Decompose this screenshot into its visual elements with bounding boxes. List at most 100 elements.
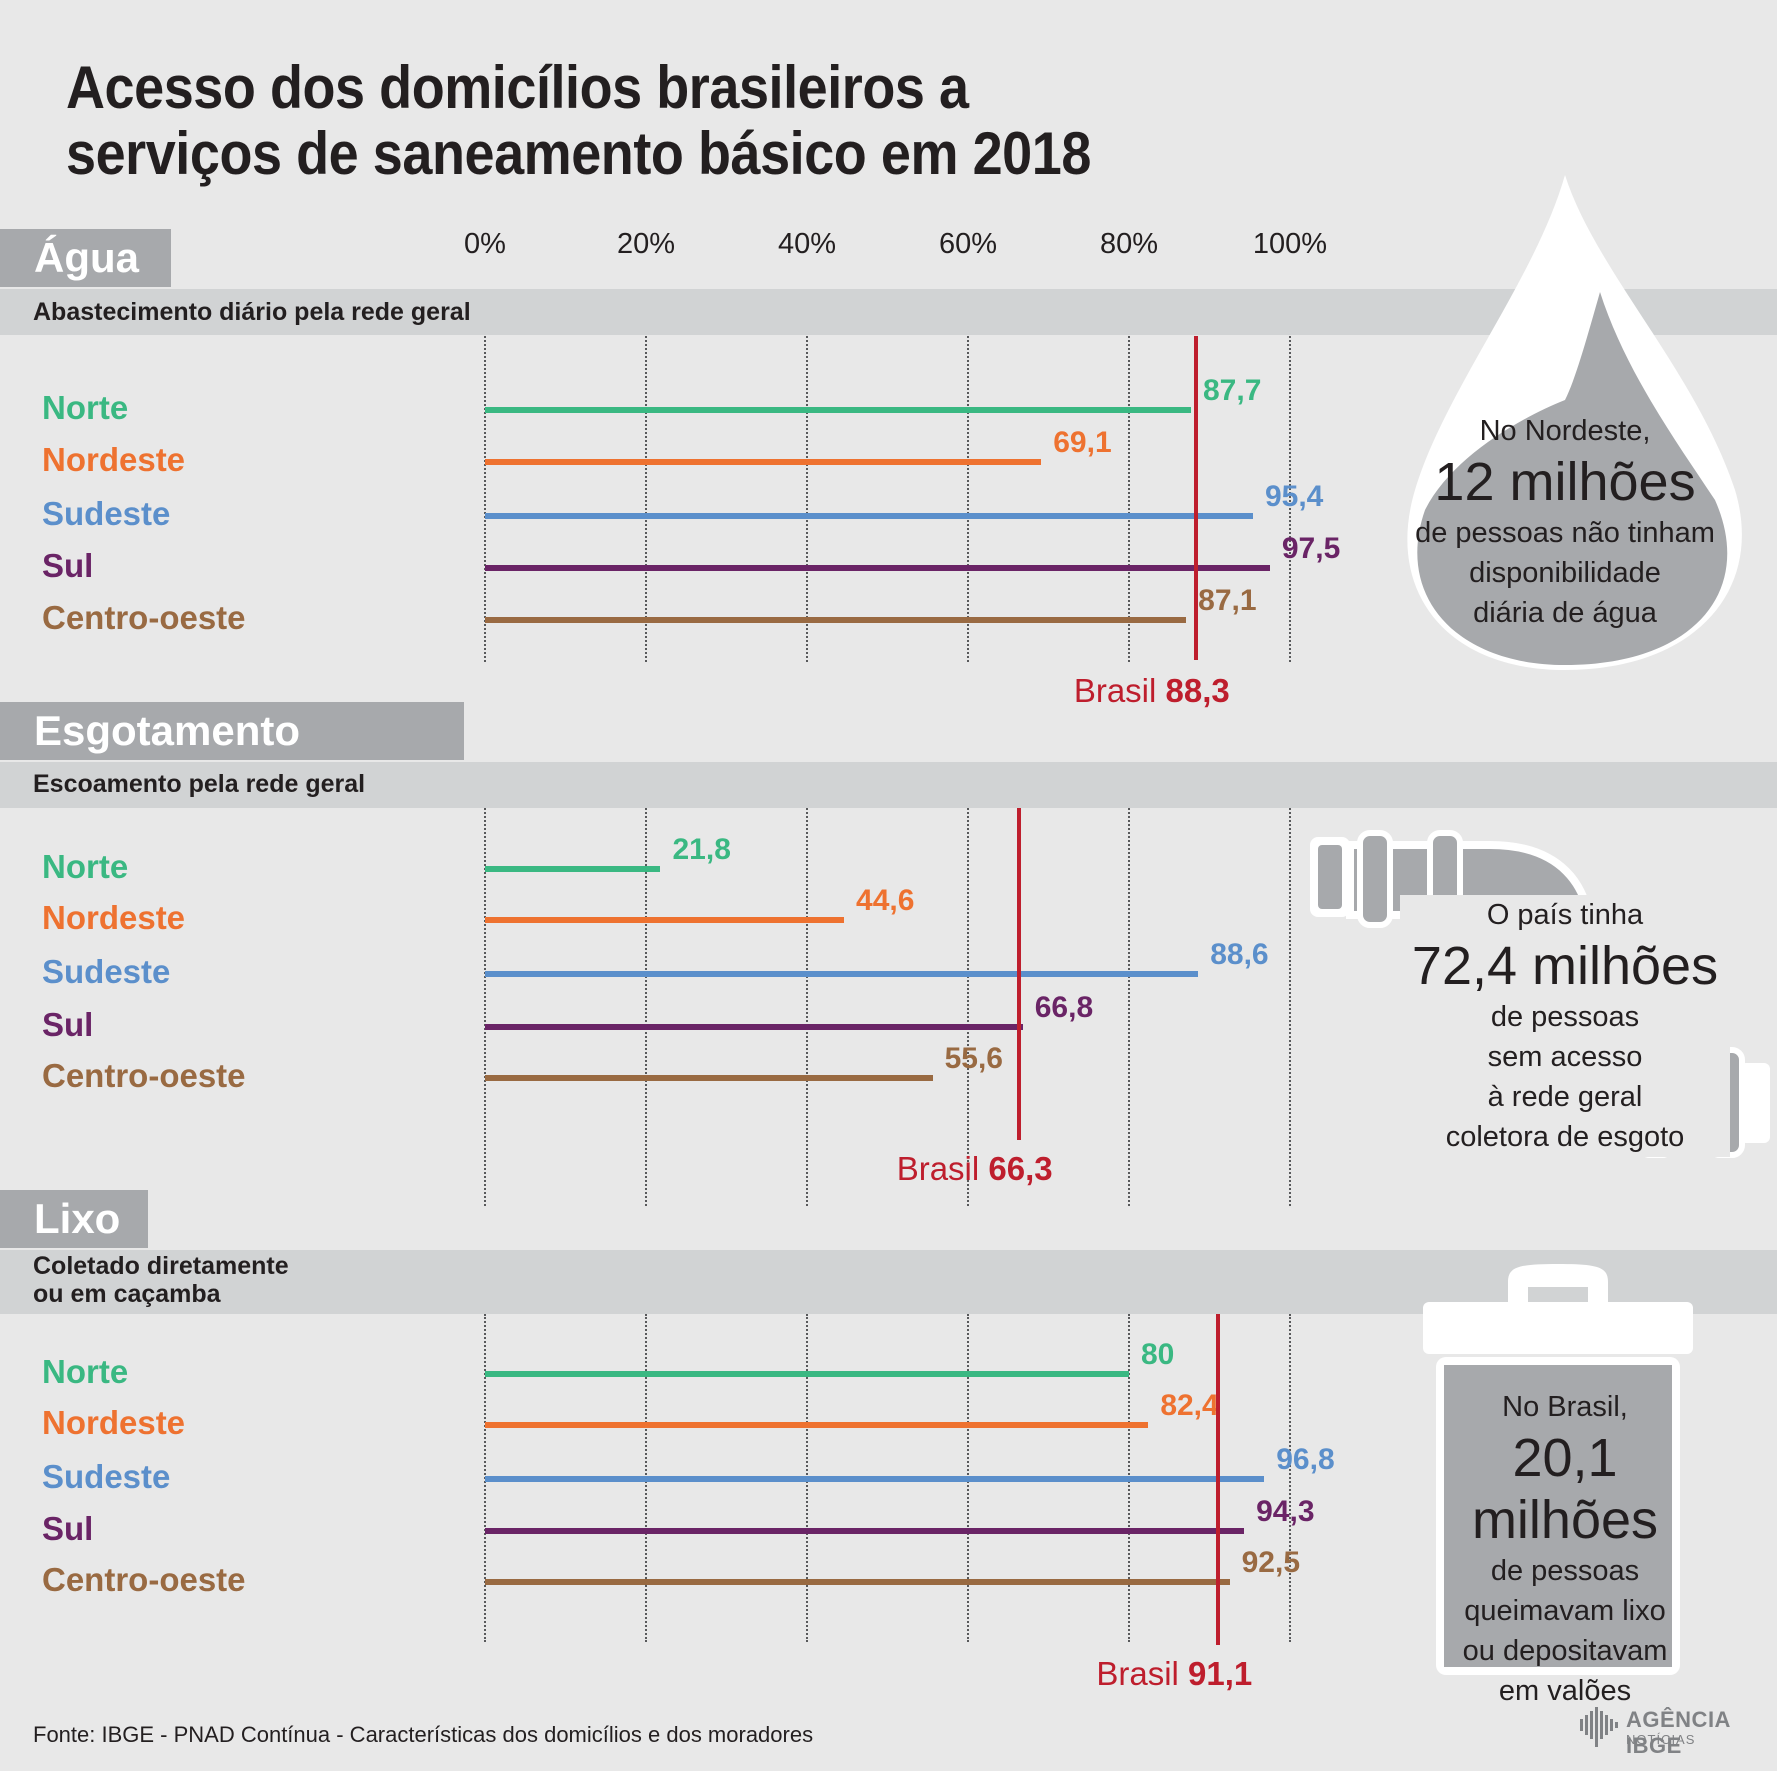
value-label-sul: 66,8	[1034, 991, 1094, 1024]
brasil-reference-line	[1016, 808, 1021, 1140]
logo-text-main: AGÊNCIA IBGE	[1626, 1707, 1731, 1758]
info-agua-line3: disponibilidade	[1469, 557, 1661, 589]
page-title: Acesso dos domicílios brasileiros a serv…	[66, 54, 1091, 187]
gridline	[967, 336, 969, 662]
subtitle-lixo-line1: Coletado diretamente	[33, 1252, 289, 1280]
info-lixo: No Brasil, 20,1 milhões de pessoas queim…	[1420, 1387, 1710, 1711]
subtitle-band-esgoto	[0, 762, 1777, 808]
brasil-value: 88,3	[1165, 672, 1230, 709]
info-agua-line2: de pessoas não tinham	[1415, 517, 1715, 549]
bar-centro-oeste	[485, 617, 1187, 623]
brasil-word: Brasil	[1096, 1655, 1189, 1692]
info-esgoto: O país tinha 72,4 milhões de pessoas sem…	[1400, 895, 1730, 1157]
axis-tick-label: 100%	[1252, 228, 1328, 260]
value-label-norte: 80	[1141, 1338, 1175, 1371]
info-lixo-line2: de pessoas	[1490, 1555, 1640, 1587]
value-label-sul: 94,3	[1256, 1495, 1315, 1528]
bar-sul	[485, 565, 1270, 571]
bar-centro-oeste	[485, 1579, 1230, 1585]
subtitle-lixo-line2: ou em caçamba	[33, 1280, 221, 1308]
gridline	[1289, 336, 1291, 662]
section-tab-esgoto: Esgotamento sanitário	[0, 702, 464, 812]
brasil-value: 91,1	[1188, 1655, 1253, 1692]
info-lixo-big: 20,1 milhões	[1471, 1428, 1659, 1550]
info-agua-line4: diária de água	[1473, 597, 1657, 629]
region-label-centro-oeste: Centro-oeste	[42, 1561, 246, 1598]
info-lixo-line3: queimavam lixo	[1464, 1595, 1666, 1627]
bar-norte	[485, 1371, 1129, 1377]
info-esgoto-big: 72,4 milhões	[1411, 936, 1719, 996]
brasil-reference-label: Brasil 91,1	[1096, 1655, 1252, 1693]
region-label-centro-oeste: Centro-oeste	[42, 1057, 246, 1094]
info-esgoto-line3: sem acesso	[1487, 1041, 1643, 1073]
info-agua-big: 12 milhões	[1434, 452, 1696, 512]
bar-norte	[485, 407, 1191, 413]
gridline	[806, 808, 808, 1206]
gridline	[1128, 336, 1130, 662]
bar-sudeste	[485, 513, 1253, 519]
ibge-logo-icon	[1580, 1707, 1618, 1747]
value-label-sudeste: 95,4	[1264, 480, 1324, 513]
gridline	[806, 336, 808, 662]
region-label-norte: Norte	[42, 848, 129, 885]
bar-nordeste	[485, 459, 1042, 465]
bar-centro-oeste	[485, 1075, 933, 1081]
region-label-norte: Norte	[42, 1353, 129, 1390]
info-agua-line1: No Nordeste,	[1479, 415, 1651, 447]
brasil-reference-label: Brasil 88,3	[1074, 672, 1230, 710]
value-label-centro-oeste: 92,5	[1241, 1546, 1301, 1579]
gridline	[484, 808, 486, 1206]
gridline	[1289, 808, 1291, 1206]
value-label-nordeste: 44,6	[856, 884, 915, 917]
bar-sudeste	[485, 971, 1199, 977]
axis-tick-label: 20%	[616, 228, 676, 260]
gridline	[645, 808, 647, 1206]
value-label-norte: 21,8	[672, 833, 731, 866]
region-label-sul: Sul	[42, 1510, 94, 1547]
section-tab-agua: Água	[0, 229, 171, 287]
brasil-reference-line	[1193, 336, 1198, 660]
value-label-sul: 97,5	[1281, 532, 1341, 565]
region-label-sul: Sul	[42, 1006, 94, 1043]
value-label-sudeste: 88,6	[1210, 938, 1269, 971]
bar-sul	[485, 1024, 1023, 1030]
value-label-nordeste: 82,4	[1160, 1389, 1219, 1422]
info-lixo-line5: em valões	[1498, 1675, 1632, 1707]
bar-sul	[485, 1528, 1245, 1534]
info-esgoto-line5: coletora de esgoto	[1445, 1121, 1685, 1153]
region-label-sudeste: Sudeste	[42, 495, 171, 532]
agencia-ibge-logo: AGÊNCIA IBGE NOTÍCIAS	[1580, 1705, 1770, 1758]
bar-sudeste	[485, 1476, 1265, 1482]
logo-text-sub: NOTÍCIAS	[1626, 1732, 1696, 1747]
region-label-nordeste: Nordeste	[42, 1404, 186, 1441]
brasil-reference-line	[1216, 1314, 1221, 1645]
info-agua: No Nordeste, 12 milhões de pessoas não t…	[1400, 411, 1730, 633]
subtitle-agua: Abastecimento diário pela rede geral	[33, 298, 471, 326]
axis-tick-label: 60%	[938, 228, 998, 260]
axis-tick-label: 40%	[777, 228, 837, 260]
value-label-nordeste: 69,1	[1053, 426, 1112, 459]
gridline	[1289, 1314, 1291, 1642]
bar-nordeste	[485, 917, 845, 923]
brasil-word: Brasil	[896, 1150, 989, 1187]
region-label-norte: Norte	[42, 389, 129, 426]
region-label-nordeste: Nordeste	[42, 441, 186, 478]
info-esgoto-line4: à rede geral	[1487, 1081, 1643, 1113]
region-label-centro-oeste: Centro-oeste	[42, 599, 246, 636]
axis-tick-label: 80%	[1099, 228, 1159, 260]
gridline	[967, 808, 969, 1206]
water-drop-icon	[1407, 175, 1742, 670]
info-lixo-line1: No Brasil,	[1502, 1391, 1628, 1423]
bar-nordeste	[485, 1422, 1149, 1428]
value-label-centro-oeste: 87,1	[1198, 584, 1257, 617]
info-esgoto-line2: de pessoas	[1490, 1001, 1640, 1033]
value-label-norte: 87,7	[1202, 374, 1262, 407]
info-lixo-line4: ou depositavam	[1462, 1635, 1668, 1667]
subtitle-esgoto: Escoamento pela rede geral	[33, 770, 366, 798]
subtitle-band-agua	[0, 289, 1777, 335]
gridline	[1128, 808, 1130, 1206]
region-label-sul: Sul	[42, 547, 94, 584]
brasil-value: 66,3	[988, 1150, 1053, 1187]
value-label-sudeste: 96,8	[1276, 1443, 1335, 1476]
region-label-sudeste: Sudeste	[42, 953, 171, 990]
